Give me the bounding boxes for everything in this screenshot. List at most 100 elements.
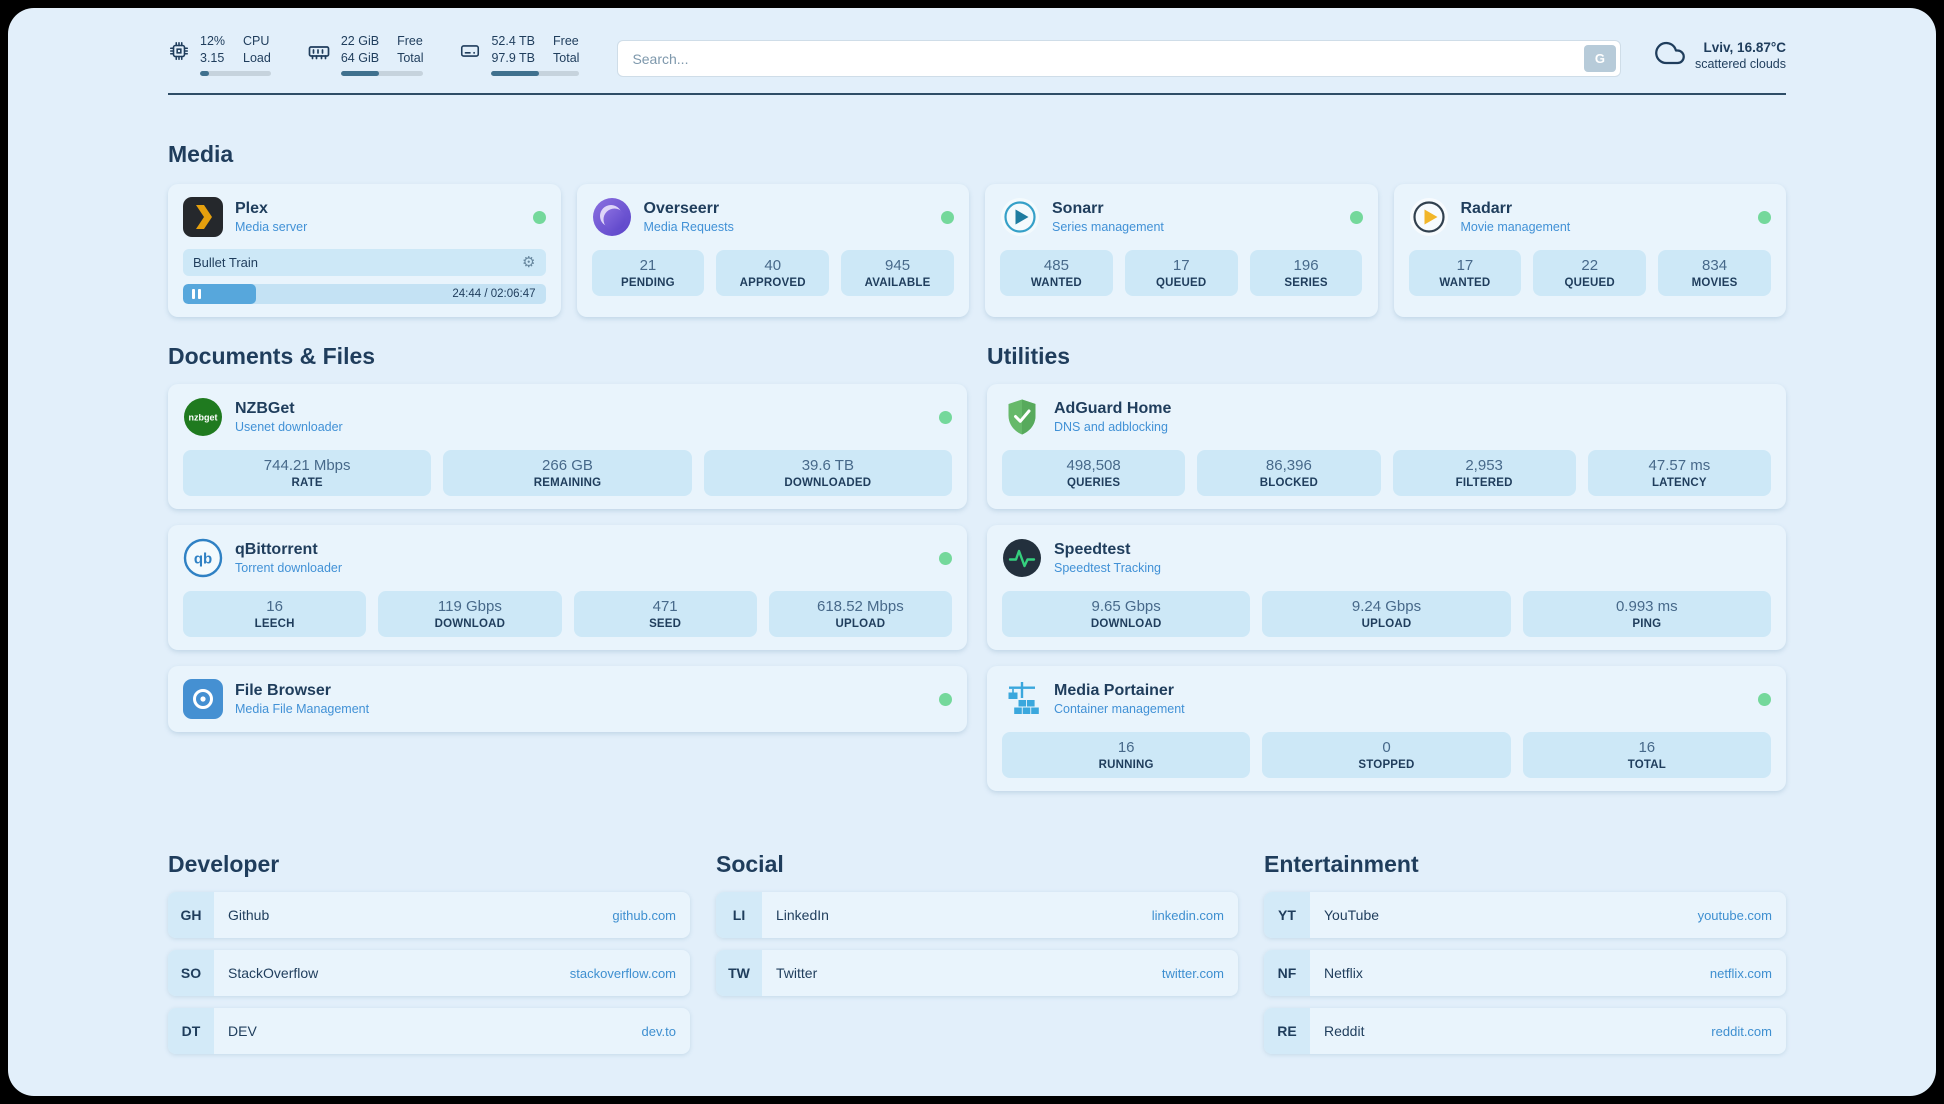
ram-total-label: Total (397, 51, 424, 65)
stat-label: REMAINING (533, 477, 602, 489)
stat-label: QUEUED (1564, 277, 1615, 289)
portainer-crane-icon (1002, 679, 1042, 719)
bookmark-link[interactable]: twitter.com (1161, 965, 1224, 981)
svg-text:qb: qb (194, 551, 212, 568)
app-subtitle: Torrent downloader (235, 561, 343, 575)
bookmark-youtube[interactable]: YT YouTube youtube.com (1264, 892, 1786, 938)
playback-progress-bar[interactable]: 24:44 / 02:06:47 (183, 284, 546, 304)
bookmark-link[interactable]: stackoverflow.com (569, 965, 676, 981)
stat-label: STOPPED (1358, 759, 1415, 771)
bookmark-stackoverflow[interactable]: SO StackOverflow stackoverflow.com (168, 950, 690, 996)
app-name: qBittorrent (235, 541, 318, 558)
plex-icon (183, 197, 223, 237)
app-card-overseerr[interactable]: Overseerr Media Requests 21 PENDING 40 A… (576, 184, 969, 317)
stat-tile: 9.65 Gbps DOWNLOAD (1002, 591, 1251, 637)
stat-tile: 16 RUNNING (1002, 732, 1251, 778)
stat-tile: 47.57 ms LATENCY (1587, 450, 1771, 496)
app-card-adguard[interactable]: AdGuard Home DNS and adblocking 498,508 … (987, 384, 1786, 509)
app-card-portainer[interactable]: Media Portainer Container management 16 … (987, 666, 1786, 791)
stat-tile: 618.52 Mbps UPLOAD (768, 591, 952, 637)
stat-value: 16 (266, 598, 283, 615)
bookmark-link[interactable]: dev.to (641, 1023, 676, 1039)
stat-value: 21 (639, 257, 657, 274)
stat-tile: 119 Gbps DOWNLOAD (378, 591, 562, 637)
now-playing-row: Bullet Train ⚙ (183, 249, 546, 276)
stat-tile: 17 QUEUED (1124, 250, 1238, 296)
cpu-percent: 12% (200, 34, 226, 48)
stat-label: FILTERED (1455, 477, 1513, 489)
app-name: Radarr (1460, 200, 1513, 217)
stat-tile: 9.24 Gbps UPLOAD (1262, 591, 1511, 637)
stat-value: 39.6 TB (801, 457, 854, 474)
stat-label: SERIES (1284, 277, 1328, 289)
app-subtitle: DNS and adblocking (1054, 420, 1168, 434)
search-input[interactable] (617, 40, 1621, 77)
bookmark-netflix[interactable]: NF Netflix netflix.com (1264, 950, 1786, 996)
header-divider (168, 93, 1786, 95)
stat-label: SEED (649, 618, 682, 630)
stat-tile: 2,953 FILTERED (1392, 450, 1576, 496)
status-dot (1758, 692, 1771, 706)
stat-label: WANTED (1030, 277, 1082, 289)
status-dot (1349, 210, 1363, 224)
app-card-radarr[interactable]: Radarr Movie management 17 WANTED 22 QUE… (1393, 184, 1786, 317)
settings-gear-icon[interactable]: ⚙ (522, 254, 536, 271)
ram-total-value: 64 GiB (340, 51, 380, 65)
system-monitors: 12% 3.15 CPU Load (168, 34, 580, 76)
bookmark-link[interactable]: netflix.com (1709, 965, 1772, 981)
stat-label: QUERIES (1067, 477, 1121, 489)
stat-value: 40 (764, 257, 782, 274)
stat-value: 119 Gbps (437, 598, 502, 615)
stat-label: DOWNLOADED (784, 477, 872, 489)
stat-value: 618.52 Mbps (817, 598, 904, 615)
search-engine-button[interactable]: G (1583, 45, 1616, 72)
bookmark-dev[interactable]: DT DEV dev.to (168, 1008, 690, 1054)
bookmark-linkedin[interactable]: LI LinkedIn linkedin.com (716, 892, 1238, 938)
stat-tile: 498,508 QUERIES (1002, 450, 1186, 496)
bookmark-github[interactable]: GH Github github.com (168, 892, 690, 938)
stat-label: LATENCY (1651, 477, 1707, 489)
bookmark-link[interactable]: youtube.com (1697, 907, 1772, 923)
stat-label: PING (1632, 618, 1662, 630)
app-card-qbittorrent[interactable]: qb qBittorrent Torrent downloader 16 LEE… (168, 525, 967, 650)
app-card-plex[interactable]: Plex Media server Bullet Train ⚙ 24:44 /… (168, 184, 561, 317)
disk-icon (459, 40, 481, 76)
stat-tile: 485 WANTED (1000, 250, 1113, 296)
ram-bar-fill (340, 71, 379, 76)
bookmark-group-developer: Developer GH Github github.com SO StackO… (168, 851, 690, 1066)
app-card-sonarr[interactable]: Sonarr Series management 485 WANTED 17 Q… (985, 184, 1378, 317)
stat-label: MOVIES (1691, 277, 1738, 289)
stat-label: WANTED (1439, 277, 1491, 289)
app-card-nzbget[interactable]: nzbget NZBGet Usenet downloader 744.21 M… (168, 384, 967, 509)
stat-tile: 834 MOVIES (1658, 250, 1771, 296)
bookmark-link[interactable]: reddit.com (1711, 1023, 1772, 1039)
stat-label: UPLOAD (835, 618, 886, 630)
app-subtitle: Series management (1052, 220, 1164, 234)
stat-value: 9.65 Gbps (1091, 598, 1161, 615)
stat-value: 16 (1117, 739, 1135, 756)
stat-tile: 16 TOTAL (1522, 732, 1771, 778)
bookmark-link[interactable]: linkedin.com (1151, 907, 1224, 923)
bookmark-link[interactable]: github.com (612, 907, 676, 923)
pause-icon[interactable] (192, 289, 201, 299)
app-name: Plex (235, 200, 268, 217)
sonarr-icon (1000, 197, 1040, 237)
stat-label: DOWNLOAD (434, 618, 506, 630)
stat-tile: 266 GB REMAINING (443, 450, 692, 496)
bookmark-name: Reddit (1324, 1023, 1365, 1039)
section-title-developer: Developer (168, 851, 280, 877)
stat-value: 0 (1382, 739, 1391, 756)
app-card-speedtest[interactable]: Speedtest Speedtest Tracking 9.65 Gbps D… (987, 525, 1786, 650)
app-name: Overseerr (643, 200, 720, 217)
stat-value: 196 (1293, 257, 1319, 274)
stat-label: RATE (291, 477, 323, 489)
app-card-filebrowser[interactable]: File Browser Media File Management (168, 666, 967, 732)
status-dot (941, 210, 954, 224)
cpu-chip-icon (168, 40, 190, 76)
documents-column: Documents & Files nzbget NZBGet Usenet d… (168, 317, 967, 748)
stat-value: 471 (652, 598, 678, 615)
bookmark-reddit[interactable]: RE Reddit reddit.com (1264, 1008, 1786, 1054)
app-subtitle: Media Requests (643, 220, 734, 234)
bookmark-abbr: RE (1264, 1008, 1310, 1054)
bookmark-twitter[interactable]: TW Twitter twitter.com (716, 950, 1238, 996)
